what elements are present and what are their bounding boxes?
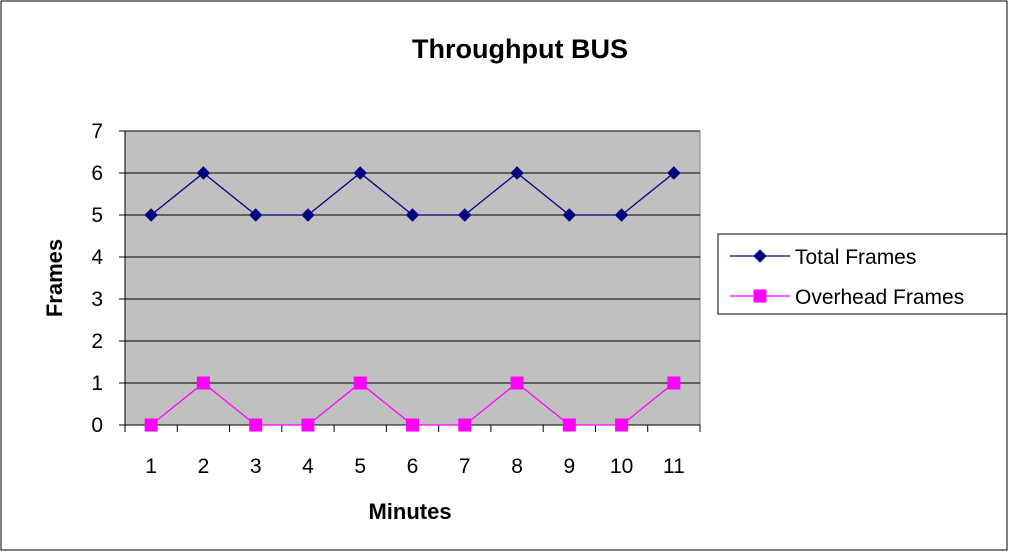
data-point-overhead-frames-11 xyxy=(667,376,681,390)
x-tick-label-4: 4 xyxy=(302,455,314,478)
data-point-overhead-frames-7 xyxy=(458,418,472,432)
y-tick-label-0: 0 xyxy=(91,414,103,437)
y-tick-label-7: 7 xyxy=(91,120,103,143)
data-point-total-frames-11 xyxy=(667,166,681,180)
x-tick-label-1: 1 xyxy=(145,455,157,478)
x-tick-label-11: 11 xyxy=(663,455,685,478)
data-point-total-frames-10 xyxy=(614,208,629,222)
data-point-total-frames-1 xyxy=(144,208,158,222)
legend-entry-overhead-frames: Overhead Frames xyxy=(730,286,964,309)
y-axis-title: Frames xyxy=(42,239,67,317)
data-point-overhead-frames-2 xyxy=(196,376,210,390)
data-point-total-frames-6 xyxy=(405,208,420,222)
x-tick-label-2: 2 xyxy=(198,455,210,478)
data-point-overhead-frames-1 xyxy=(144,418,158,432)
data-point-overhead-frames-5 xyxy=(353,376,367,390)
legend: Total Frames Overhead Frames xyxy=(717,233,1008,315)
data-point-overhead-frames-8 xyxy=(510,376,524,390)
legend-marker-overhead-frames xyxy=(753,289,767,303)
x-tick-label-9: 9 xyxy=(563,455,575,478)
chart-title: Throughput BUS xyxy=(412,34,628,64)
data-point-overhead-frames-9 xyxy=(562,418,576,432)
axes: 0 1 2 3 4 5 6 7 1 2 3 4 5 6 7 8 9 10 11 xyxy=(91,120,701,478)
y-tick-label-4: 4 xyxy=(91,246,103,269)
x-tick-label-5: 5 xyxy=(354,455,366,478)
x-axis-title: Minutes xyxy=(368,499,451,524)
data-point-total-frames-4 xyxy=(301,208,315,222)
x-tick-label-3: 3 xyxy=(250,455,262,478)
x-tick-label-7: 7 xyxy=(459,455,471,478)
data-point-total-frames-8 xyxy=(510,166,524,180)
series-layer xyxy=(144,166,681,432)
y-tick-label-5: 5 xyxy=(91,204,103,227)
y-tick-label-6: 6 xyxy=(91,162,103,185)
legend-marker-total-frames xyxy=(753,249,767,263)
series-total-frames xyxy=(144,166,681,222)
data-point-total-frames-7 xyxy=(458,208,472,222)
x-tick-label-6: 6 xyxy=(407,455,419,478)
data-point-total-frames-5 xyxy=(353,166,367,180)
plot-area xyxy=(124,130,701,426)
x-tick-label-10: 10 xyxy=(610,455,633,478)
data-point-total-frames-2 xyxy=(196,166,211,180)
data-point-total-frames-9 xyxy=(562,208,577,222)
data-point-overhead-frames-3 xyxy=(249,418,263,432)
data-point-total-frames-3 xyxy=(248,208,263,222)
x-tick-label-8: 8 xyxy=(511,455,523,478)
data-point-overhead-frames-4 xyxy=(301,418,315,432)
series-overhead-frames xyxy=(144,376,681,432)
legend-entry-total-frames: Total Frames xyxy=(730,246,916,269)
y-tick-label-2: 2 xyxy=(91,330,103,353)
legend-label-overhead-frames: Overhead Frames xyxy=(795,286,964,309)
y-tick-label-1: 1 xyxy=(91,372,103,395)
data-point-overhead-frames-10 xyxy=(615,418,629,432)
data-point-overhead-frames-6 xyxy=(406,418,419,432)
y-tick-label-3: 3 xyxy=(91,288,103,311)
legend-label-total-frames: Total Frames xyxy=(795,246,916,269)
